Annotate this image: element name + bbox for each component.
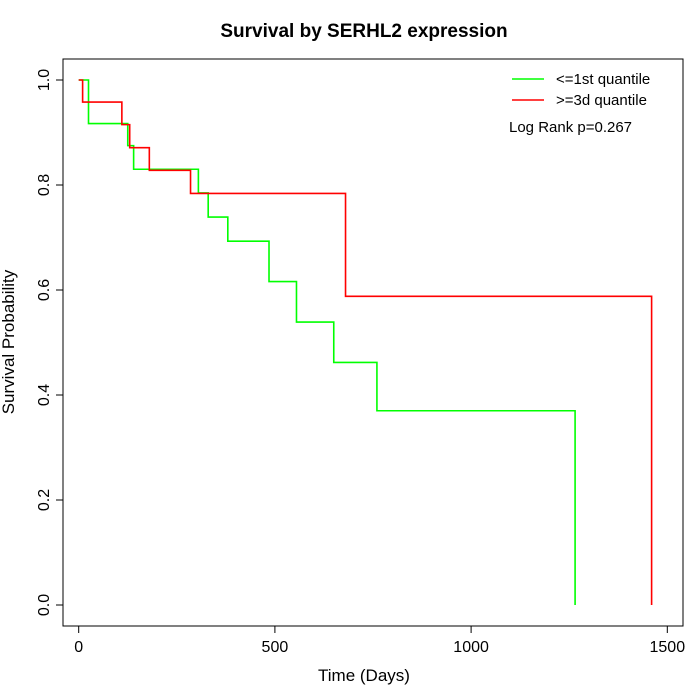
y-tick-label: 0.6 (36, 279, 53, 301)
y-tick-label: 1.0 (36, 69, 53, 91)
y-axis-label: Survival Probability (0, 269, 18, 414)
y-tick-label: 0.2 (36, 489, 53, 511)
legend: <=1st quantile >=3d quantile (512, 71, 650, 109)
x-axis-label: Time (Days) (318, 666, 410, 685)
y-tick-label: 0.4 (36, 384, 53, 406)
survival-curve-high (78, 79, 653, 605)
x-axis: 0 500 1000 1500 (74, 625, 686, 656)
y-axis: 0.0 0.2 0.4 0.6 0.8 1.0 (36, 69, 64, 616)
x-tick-label: 1000 (453, 639, 489, 656)
y-tick-label: 0.0 (36, 594, 53, 616)
y-tick-label: 0.8 (36, 174, 53, 196)
series-layer (78, 79, 653, 605)
legend-label: >=3d quantile (556, 92, 647, 109)
legend-label: <=1st quantile (556, 71, 650, 88)
x-tick-label: 1500 (650, 639, 686, 656)
x-tick-label: 500 (262, 639, 289, 656)
x-tick-label: 0 (74, 639, 83, 656)
log-rank-annotation: Log Rank p=0.267 (509, 119, 632, 136)
chart-title: Survival by SERHL2 expression (220, 21, 507, 42)
survival-curve-low (78, 79, 576, 605)
plot-frame (62, 58, 684, 627)
